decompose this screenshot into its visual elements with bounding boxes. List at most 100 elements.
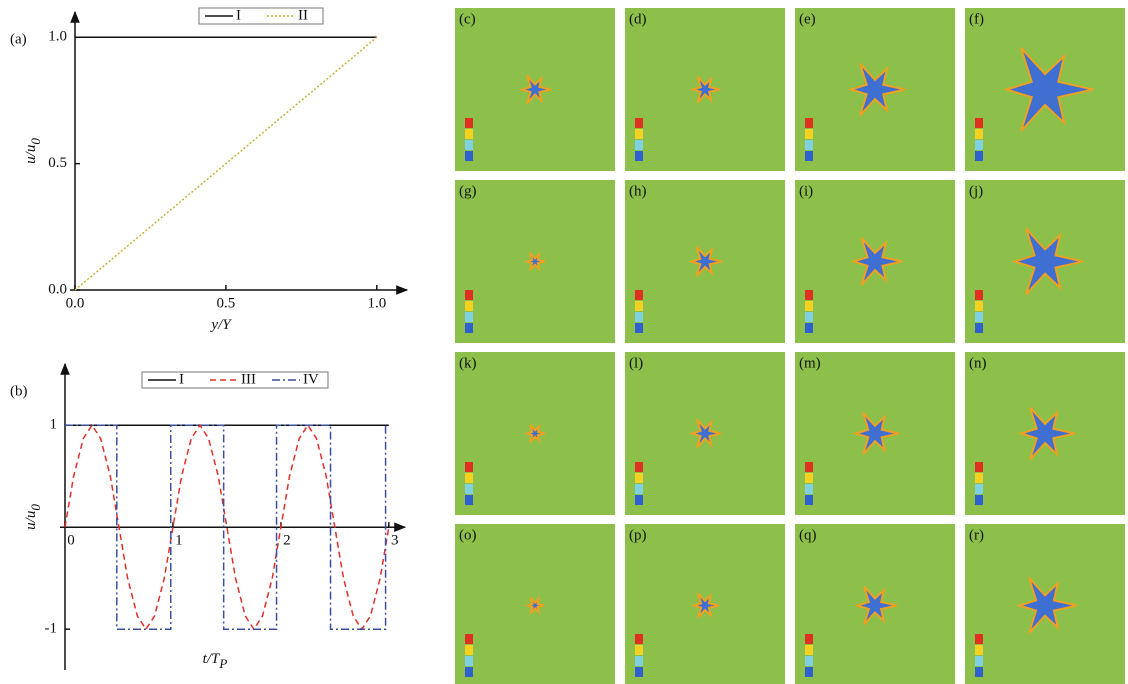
y-tick-label: 0.0: [48, 281, 67, 297]
colorbar-cell: [635, 495, 643, 505]
colorbar-cell: [635, 484, 643, 494]
panel-label: (m): [799, 355, 821, 371]
image-panel: (p): [625, 524, 785, 684]
colorbar-cell: [465, 118, 473, 128]
image-panel: (g): [455, 180, 615, 343]
colorbar-cell: [975, 129, 983, 139]
x-tick-label: 1: [175, 533, 183, 549]
colorbar-cell: [465, 323, 473, 333]
image-panel: (k): [455, 352, 615, 515]
x-label-main: t/T: [203, 651, 221, 667]
series-line: [75, 37, 377, 290]
y-label-main: u/u: [23, 511, 39, 530]
colorbar-cell: [465, 473, 473, 483]
colorbar-cell: [975, 301, 983, 311]
image-panel: (i): [795, 180, 955, 343]
colorbar-cell: [465, 484, 473, 494]
x-label-sub: P: [218, 656, 227, 671]
colorbar-cell: [465, 301, 473, 311]
image-panel: (d): [625, 8, 785, 171]
colorbar-cell: [635, 151, 643, 161]
y-tick-label: 1: [50, 417, 58, 433]
colorbar-cell: [635, 462, 643, 472]
colorbar-cell: [635, 645, 643, 655]
y-tick-label: 1.0: [48, 29, 67, 45]
panel-label: (a): [10, 31, 27, 47]
colorbar-cell: [635, 656, 643, 666]
colorbar-cell: [975, 290, 983, 300]
y-tick-label: -1: [45, 621, 58, 637]
image-panel: (l): [625, 352, 785, 515]
panel-label: (d): [629, 11, 647, 27]
y-label-main: u/u: [23, 145, 39, 164]
colorbar-cell: [805, 312, 813, 322]
colorbar-cell: [975, 473, 983, 483]
colorbar-cell: [805, 151, 813, 161]
panel-label: (i): [799, 183, 813, 199]
colorbar-cell: [635, 667, 643, 677]
colorbar-cell: [465, 140, 473, 150]
colorbar-cell: [975, 484, 983, 494]
panel-label: (c): [459, 11, 476, 27]
colorbar-cell: [635, 290, 643, 300]
panel-label: (b): [10, 383, 28, 399]
y-label-sub: 0: [28, 504, 43, 511]
colorbar-cell: [635, 118, 643, 128]
colorbar-cell: [805, 495, 813, 505]
panel-label: (j): [969, 183, 983, 199]
colorbar-cell: [635, 634, 643, 644]
panel-label: (e): [799, 11, 816, 27]
colorbar-cell: [805, 290, 813, 300]
colorbar-cell: [465, 462, 473, 472]
panel-label: (l): [629, 355, 643, 371]
colorbar-cell: [975, 323, 983, 333]
colorbar-cell: [805, 129, 813, 139]
x-tick-label: 0.0: [66, 295, 85, 311]
colorbar-cell: [635, 129, 643, 139]
image-panel: (m): [795, 352, 955, 515]
image-panel: (j): [965, 180, 1125, 343]
legend-label: II: [298, 7, 308, 23]
colorbar-cell: [975, 462, 983, 472]
colorbar-cell: [465, 129, 473, 139]
panel-label: (r): [969, 527, 984, 543]
x-tick-label: 1.0: [367, 295, 386, 311]
colorbar-cell: [975, 656, 983, 666]
legend-label: III: [241, 371, 256, 387]
colorbar-cell: [975, 645, 983, 655]
colorbar-cell: [635, 140, 643, 150]
colorbar-cell: [465, 667, 473, 677]
colorbar-cell: [635, 473, 643, 483]
colorbar-cell: [465, 634, 473, 644]
panel-label: (f): [969, 11, 984, 27]
colorbar-cell: [975, 118, 983, 128]
colorbar-cell: [975, 634, 983, 644]
image-panel: (c): [455, 8, 615, 171]
x-tick-label: 3: [391, 533, 399, 549]
colorbar-cell: [975, 151, 983, 161]
legend-label: I: [179, 371, 184, 387]
colorbar-cell: [805, 667, 813, 677]
legend-label: IV: [303, 371, 319, 387]
colorbar-cell: [635, 323, 643, 333]
colorbar-cell: [635, 312, 643, 322]
x-label-main: y/Y: [209, 317, 232, 333]
colorbar-cell: [975, 495, 983, 505]
colorbar-cell: [805, 140, 813, 150]
panel-label: (h): [629, 183, 647, 199]
panel-label: (n): [969, 355, 987, 371]
colorbar-cell: [465, 645, 473, 655]
colorbar-cell: [805, 118, 813, 128]
image-panel: (h): [625, 180, 785, 343]
colorbar-cell: [975, 312, 983, 322]
colorbar-cell: [805, 301, 813, 311]
y-axis-label: u/u0: [23, 138, 43, 164]
colorbar-cell: [805, 634, 813, 644]
colorbar-cell: [465, 151, 473, 161]
x-axis-label: y/Y: [209, 317, 232, 333]
colorbar-cell: [635, 301, 643, 311]
colorbar-cell: [975, 140, 983, 150]
colorbar-cell: [805, 484, 813, 494]
y-tick-label: 0.5: [48, 155, 67, 171]
image-panel: (e): [795, 8, 955, 171]
